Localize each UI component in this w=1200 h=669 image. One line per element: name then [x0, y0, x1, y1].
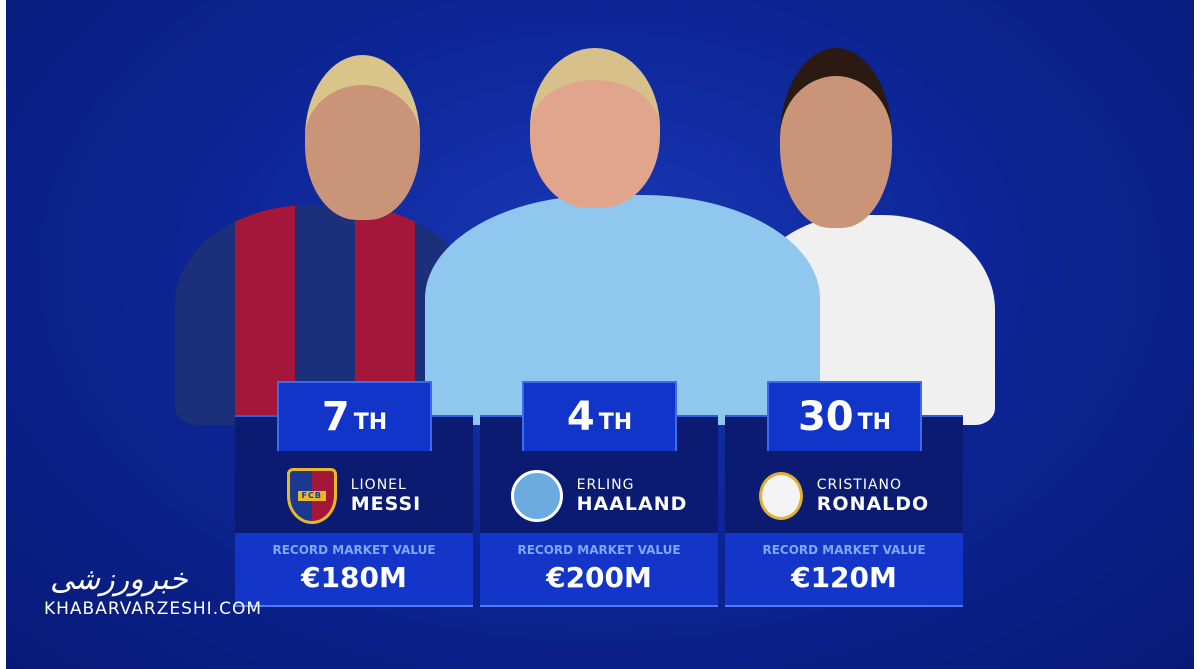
last-name: RONALDO [816, 493, 930, 515]
fc-barcelona-crest-icon: FCB [286, 468, 337, 524]
real-madrid-crest-icon [758, 472, 803, 520]
market-value: €180M [301, 561, 407, 594]
player-head-ronaldo [780, 48, 892, 228]
value-label: RECORD MARKET VALUE [517, 543, 681, 557]
logo-persian: خبرورزشی [50, 562, 188, 597]
player-head-haaland [530, 48, 660, 208]
first-name: CRISTIANO [816, 477, 903, 493]
crest-text: FCB [297, 491, 326, 501]
rank-number: 7 [321, 394, 350, 440]
rank-number: 30 [797, 394, 854, 440]
rank-suffix: TH [353, 409, 388, 435]
khabarvarzeshi-logo: خبرورزشی KHABARVARZESHI.COM [44, 562, 262, 619]
player-card-haaland: 4 TH ERLING HAALAND RECORD MARKET VALUE €20… [480, 381, 718, 607]
rank-badge: 4 TH [522, 381, 677, 451]
manchester-city-crest-icon [510, 470, 563, 522]
last-name: MESSI [350, 493, 422, 515]
rank-badge: 30 TH [767, 381, 922, 451]
rank-suffix: TH [598, 409, 633, 435]
value-label: RECORD MARKET VALUE [272, 543, 436, 557]
first-name: ERLING [576, 477, 635, 493]
player-card-ronaldo: 30 TH CRISTIANO RONALDO RECORD MARKET VALU… [725, 381, 963, 607]
market-value: €200M [546, 561, 652, 594]
value-label: RECORD MARKET VALUE [762, 543, 926, 557]
last-name: HAALAND [576, 493, 688, 515]
logo-url: KHABARVARZESHI.COM [44, 599, 263, 619]
player-card-messi: 7 TH FCB LIONEL MESSI RECORD MARKET VALUE €… [235, 381, 473, 607]
market-value: €120M [791, 561, 897, 594]
rank-badge: 7 TH [277, 381, 432, 451]
player-head-messi [305, 55, 420, 220]
rank-number: 4 [566, 394, 595, 440]
first-name: LIONEL [350, 477, 407, 493]
rank-suffix: TH [857, 409, 892, 435]
